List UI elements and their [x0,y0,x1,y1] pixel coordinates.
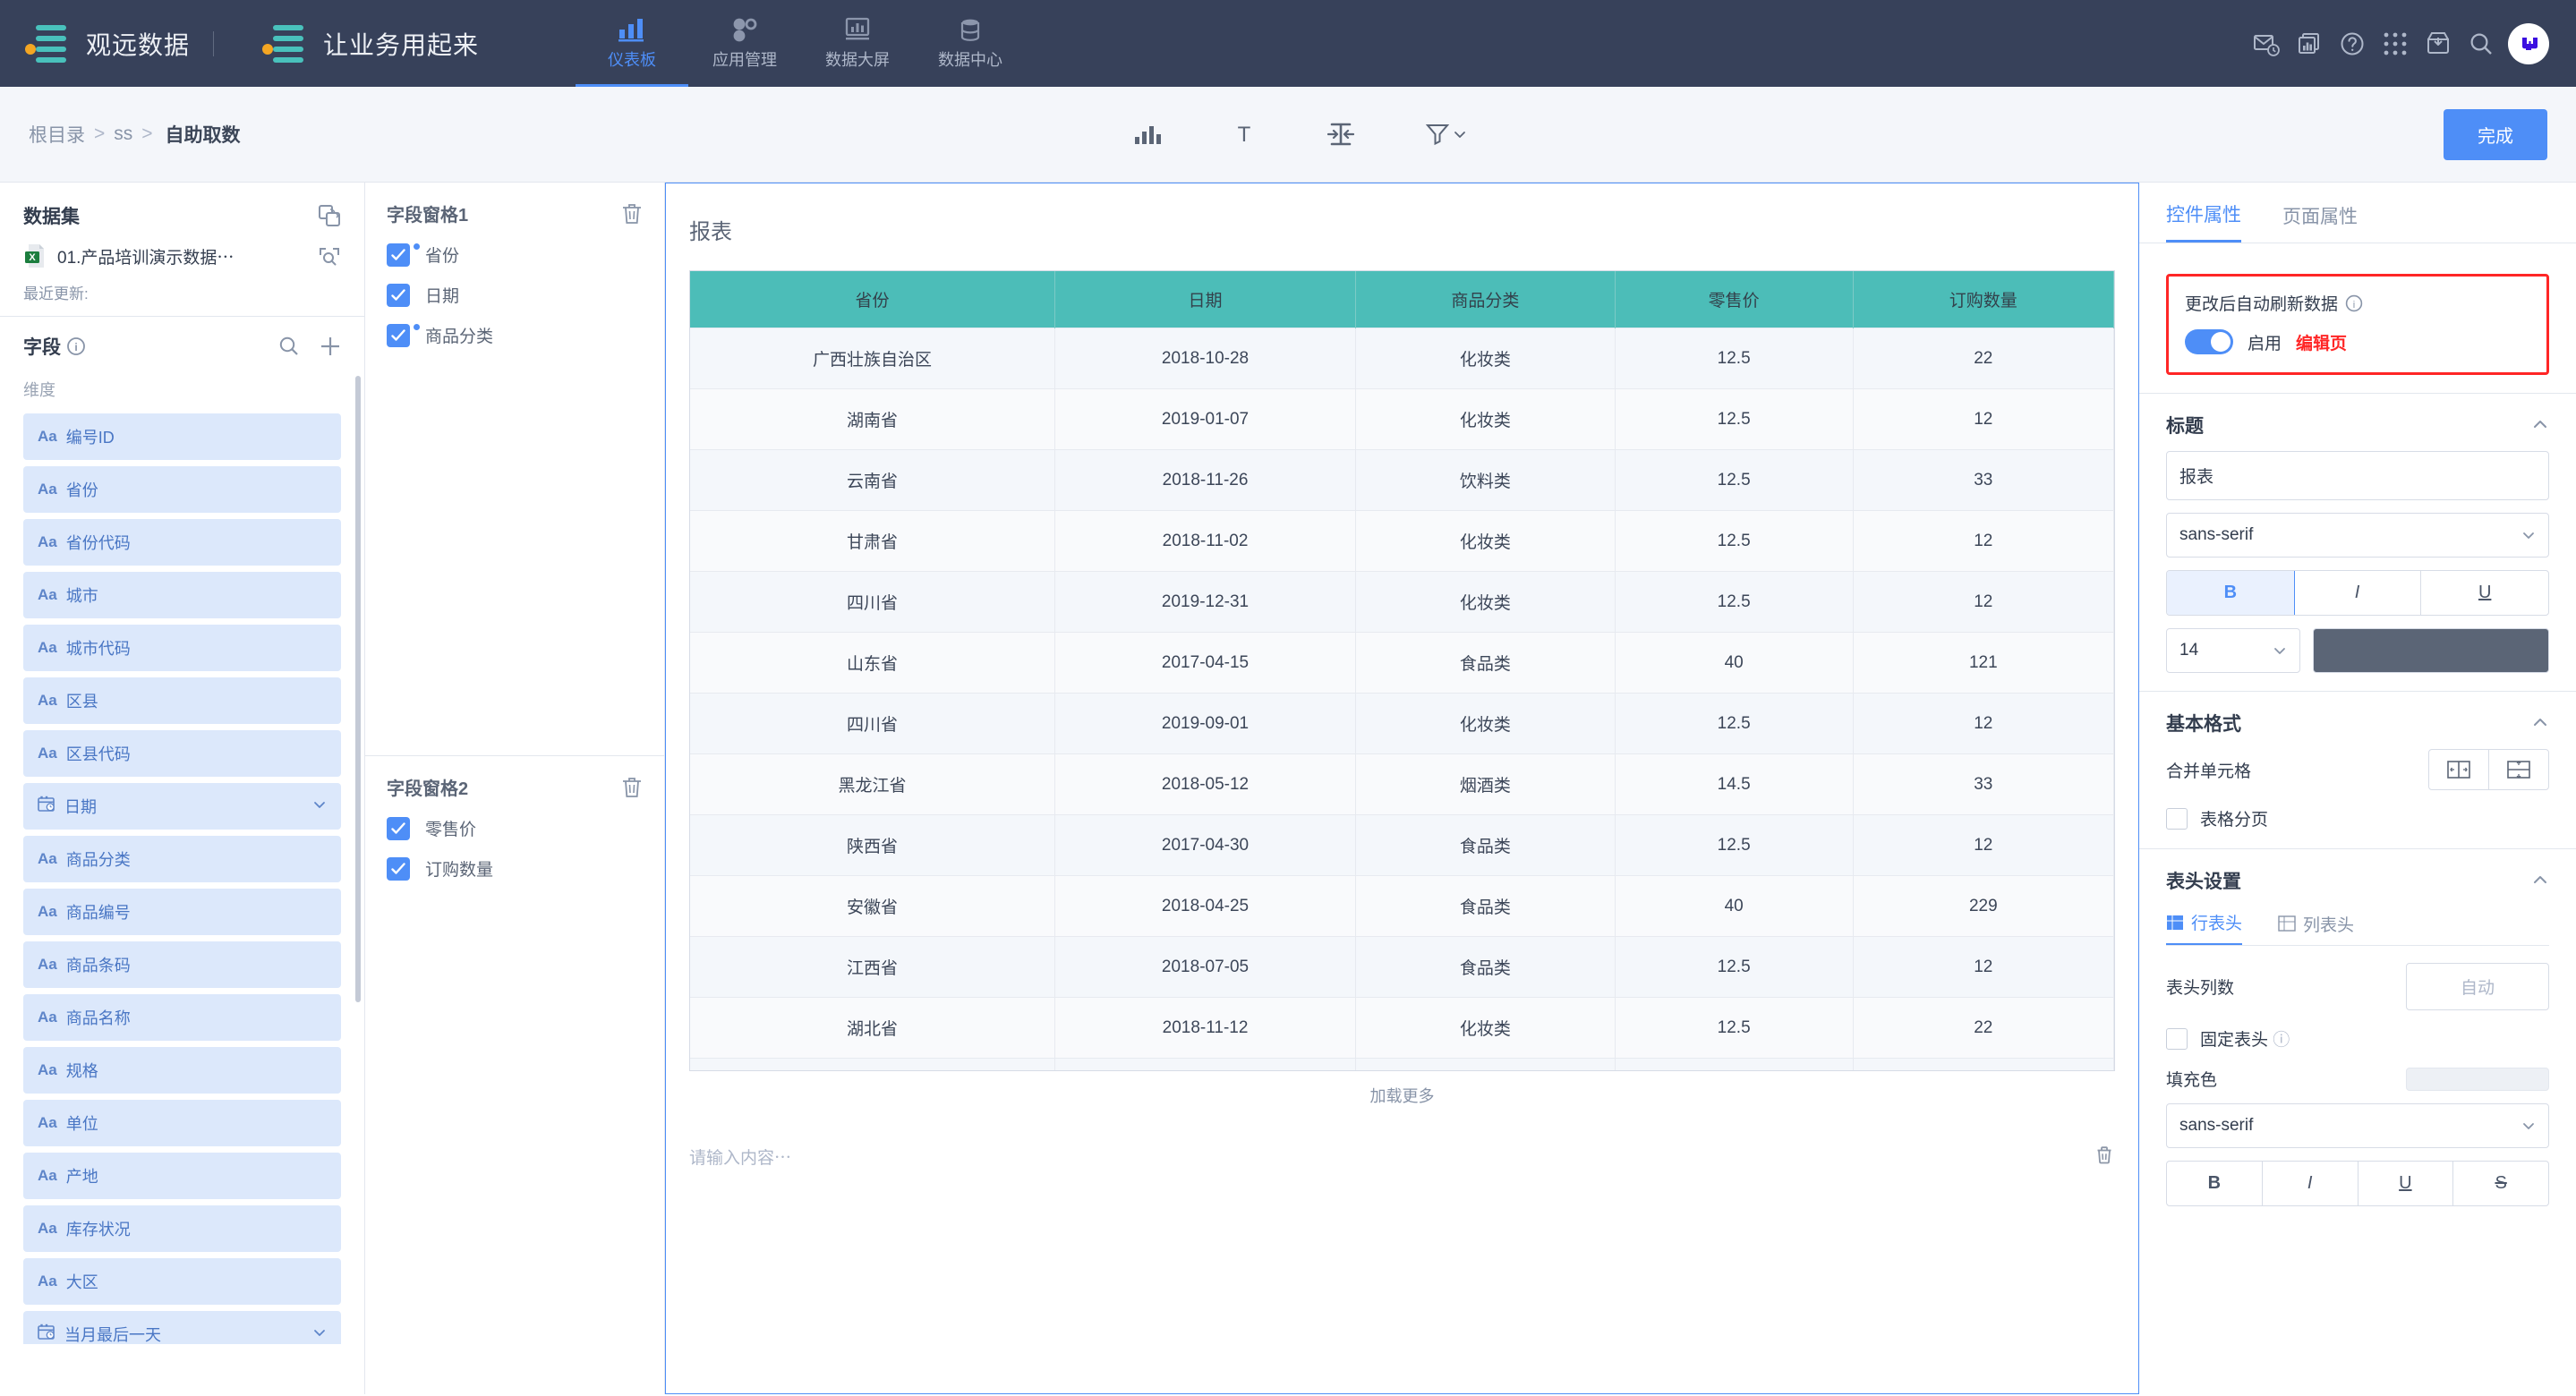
svg-text:X: X [29,252,36,263]
svg-text:T: T [1237,123,1250,146]
svg-text:i: i [2353,300,2355,311]
svg-text:i: i [74,341,77,353]
